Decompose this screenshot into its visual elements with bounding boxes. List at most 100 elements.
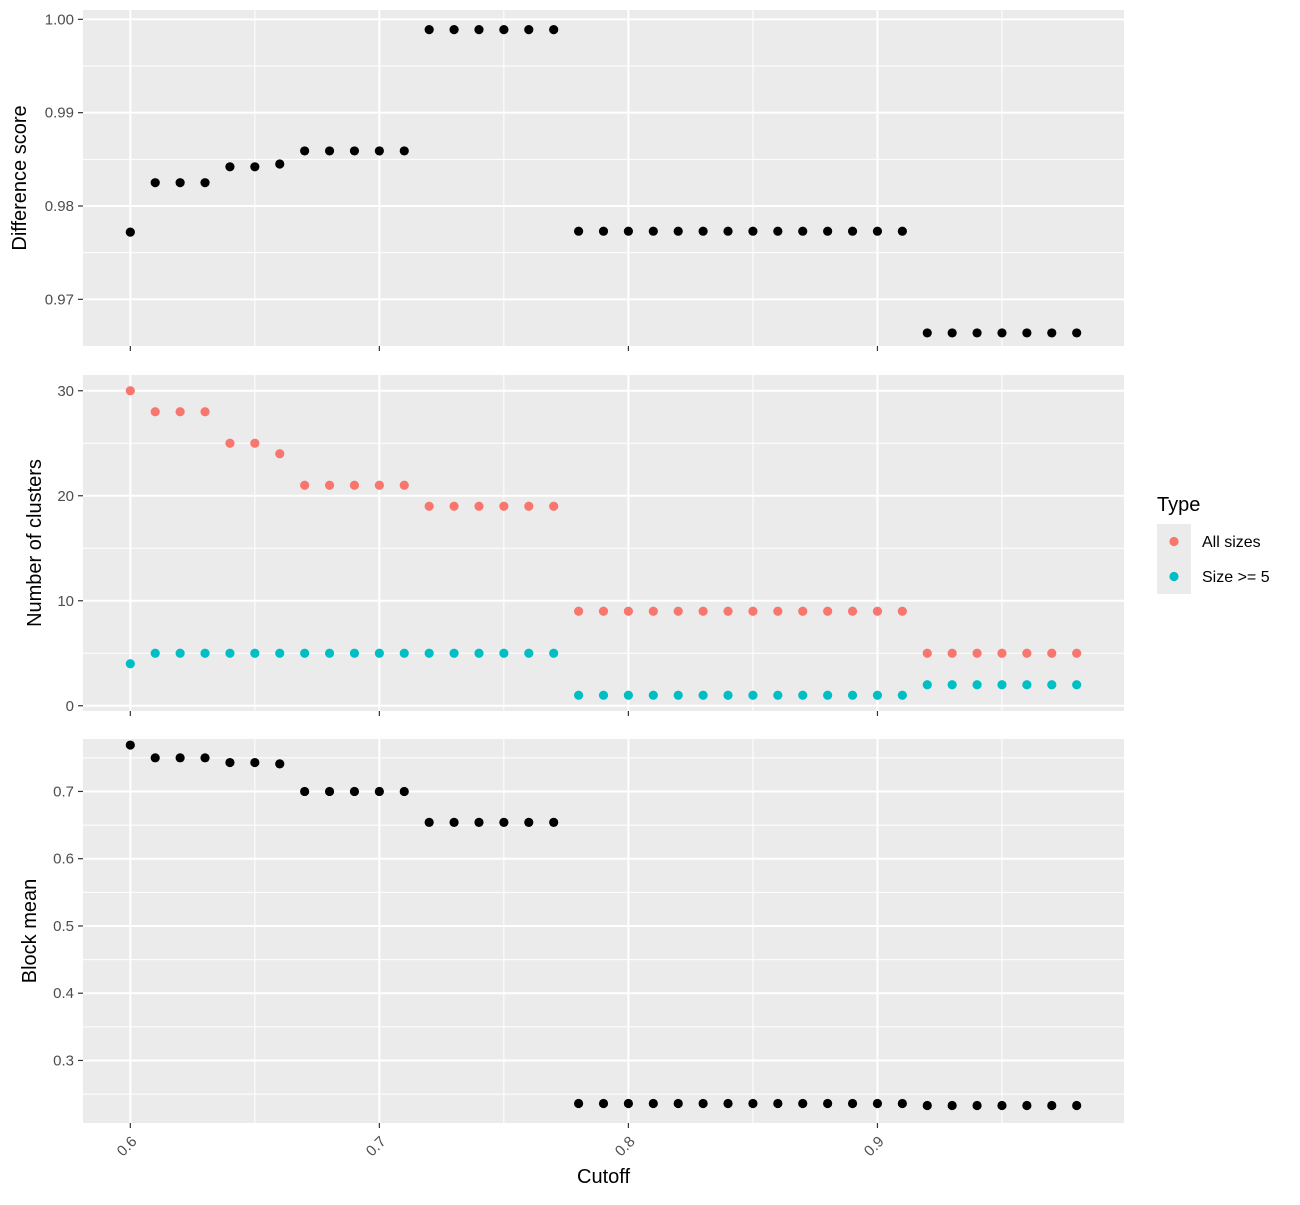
data-point [748,1098,758,1109]
legend-label: Size >= 5 [1202,569,1270,586]
data-point [200,407,210,417]
data-point [499,501,509,511]
data-point [723,226,733,236]
data-point [324,146,335,156]
data-point [748,690,758,700]
data-point [300,480,310,490]
data-point [598,606,609,616]
data-point [250,648,260,658]
y-tick-label: 0.97 [45,291,74,308]
data-point [150,753,160,763]
data-point [673,690,683,700]
data-point [773,1098,783,1109]
data-point [349,648,360,658]
data-point [1022,680,1032,690]
data-point [324,648,335,658]
data-point [623,690,634,700]
data-point [125,386,135,396]
data-point [349,786,360,797]
data-point [1072,328,1082,338]
y-tick-label: 0.6 [53,851,74,868]
data-point [200,753,210,763]
data-point [250,438,260,448]
y-tick-label: 30 [57,383,74,400]
data-point [175,648,185,658]
data-point [474,501,484,511]
data-point [374,786,384,797]
data-point [125,740,135,750]
data-point [698,226,708,236]
data-point [648,1098,658,1109]
data-point [175,407,185,417]
data-point [922,680,932,690]
data-point [972,648,982,658]
data-point [997,648,1007,658]
y-axis-title: Number of clusters [24,459,46,627]
data-point [399,648,409,658]
data-point [399,786,409,797]
data-point [250,162,260,172]
data-point [823,1098,833,1109]
data-point [1022,648,1032,658]
data-point [872,690,883,700]
data-point [474,817,484,827]
data-point [972,680,982,690]
data-point [773,606,783,616]
data-point [598,226,609,236]
y-tick-label: 1.00 [45,11,74,28]
y-tick-label: 0.5 [53,918,74,935]
data-point [872,226,883,236]
y-tick-label: 10 [57,593,74,610]
data-point [623,226,634,236]
x-tick-label: 0.7 [363,1133,390,1160]
y-tick-label: 0.98 [45,198,74,215]
legend-label: All sizes [1202,534,1261,551]
data-point [549,501,559,511]
data-point [499,648,509,658]
data-point [823,690,833,700]
data-point [399,146,409,156]
legend-title: Type [1157,494,1200,516]
data-point [324,480,335,490]
data-point [798,690,808,700]
data-point [524,817,534,827]
data-point [349,480,360,490]
data-point [798,1098,808,1109]
data-point [798,606,808,616]
data-point [573,690,584,700]
data-point [847,690,858,700]
data-point [922,1100,932,1111]
data-point [300,648,310,658]
data-point [524,501,534,511]
x-tick-label: 0.8 [612,1133,639,1160]
data-point [424,25,434,35]
data-point [225,162,235,172]
data-point [947,328,957,338]
data-point [947,648,957,658]
data-point [225,438,235,448]
data-point [549,648,559,658]
data-point [549,25,559,35]
data-point [598,690,609,700]
data-point [200,178,210,188]
data-point [150,178,160,188]
data-point [673,606,683,616]
data-point [1047,648,1057,658]
data-point [349,146,360,156]
data-point [823,606,833,616]
data-point [897,690,907,700]
data-point [200,648,210,658]
y-tick-label: 20 [57,488,74,505]
data-point [972,328,982,338]
data-point [374,648,384,658]
data-point [823,226,833,236]
data-point [673,226,683,236]
data-point [424,648,434,658]
data-point [723,1098,733,1109]
y-axis-title: Block mean [19,879,41,984]
data-point [897,1098,907,1109]
data-point [1047,328,1057,338]
data-point [225,757,235,768]
data-point [573,606,584,616]
